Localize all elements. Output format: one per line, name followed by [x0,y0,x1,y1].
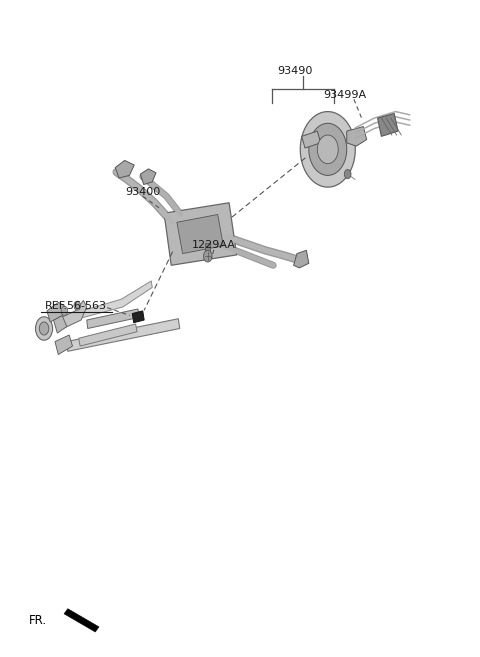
Polygon shape [79,324,137,346]
Polygon shape [47,302,64,322]
Polygon shape [87,309,139,328]
Polygon shape [294,250,309,268]
Circle shape [61,306,68,315]
Circle shape [74,301,81,310]
Text: REF.56-563: REF.56-563 [45,301,108,311]
Polygon shape [378,114,398,136]
Polygon shape [58,300,87,328]
Polygon shape [309,124,347,175]
Text: FR.: FR. [29,614,47,627]
Polygon shape [164,203,237,265]
Text: 93400: 93400 [125,187,160,196]
Polygon shape [301,131,321,148]
Polygon shape [55,335,72,355]
Polygon shape [317,135,338,164]
Polygon shape [347,127,367,146]
Polygon shape [77,281,152,319]
Circle shape [39,322,49,335]
Polygon shape [177,214,223,254]
Polygon shape [140,169,156,185]
Polygon shape [115,160,134,178]
Polygon shape [205,242,210,254]
Text: 1229AA: 1229AA [192,240,236,250]
Polygon shape [300,112,355,187]
Polygon shape [54,315,67,333]
Circle shape [36,317,53,340]
Text: 93499A: 93499A [323,90,366,101]
Circle shape [344,170,351,179]
Polygon shape [64,608,99,632]
Circle shape [204,250,212,262]
Text: 93490: 93490 [277,66,312,76]
Polygon shape [132,311,144,323]
Polygon shape [67,319,180,351]
